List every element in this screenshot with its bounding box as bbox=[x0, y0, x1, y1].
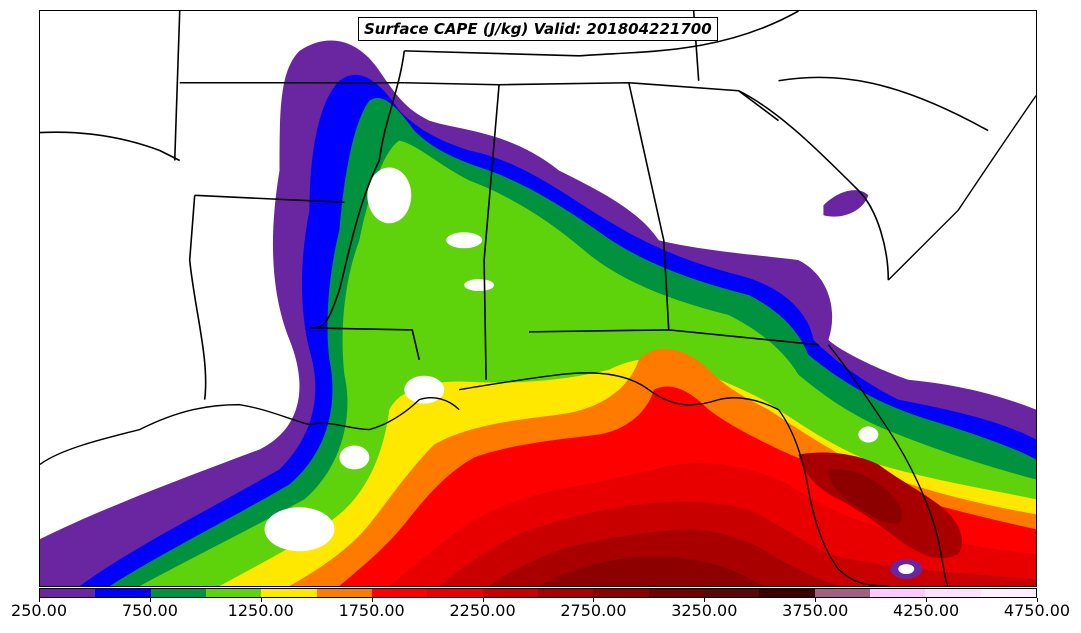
border-tx-ok bbox=[40, 131, 181, 162]
colorbar-tick bbox=[593, 598, 595, 602]
colorbar-tick-label: 2250.00 bbox=[449, 601, 516, 620]
coast-la bbox=[309, 397, 460, 431]
colorbar-segment bbox=[95, 589, 151, 597]
colorbar-tick bbox=[149, 598, 151, 602]
coast-tx bbox=[40, 403, 310, 465]
colorbar-segment bbox=[925, 589, 981, 597]
border-la-ms bbox=[309, 327, 421, 360]
colorbar-segment bbox=[537, 589, 594, 597]
colorbar-segment bbox=[261, 589, 317, 597]
colorbar-labels: 250.00 750.00 1250.00 1750.00 2250.00 2750.00… bbox=[0, 598, 1081, 624]
low-cape-lake-hole bbox=[404, 375, 445, 404]
colorbar-segment bbox=[593, 589, 649, 597]
border-tx-la bbox=[188, 195, 207, 400]
low-cape-fl-hole bbox=[858, 426, 879, 443]
colorbar-segment bbox=[40, 589, 96, 597]
coastlines bbox=[40, 95, 1036, 586]
cape-contours bbox=[40, 40, 1036, 586]
colorbar-segment bbox=[482, 589, 538, 597]
contour-ga-patch bbox=[823, 190, 869, 217]
colorbar-tick bbox=[371, 598, 373, 602]
colorbar-segment bbox=[427, 589, 483, 597]
colorbar-tick bbox=[39, 598, 40, 602]
colorbar-segment bbox=[980, 589, 1036, 597]
colorbar-tick-label: 750.00 bbox=[121, 601, 178, 620]
state-boundaries bbox=[40, 11, 989, 400]
colorbar-segment bbox=[814, 589, 870, 597]
colorbar-tick-label: 2750.00 bbox=[560, 601, 627, 620]
colorbar-tick bbox=[926, 598, 928, 602]
map-panel: Surface CAPE (J/kg) Valid: 201804221700 bbox=[39, 10, 1037, 587]
colorbar-tick-label: 3750.00 bbox=[782, 601, 849, 620]
low-cape-al-hole bbox=[464, 279, 495, 292]
map-title: Surface CAPE (J/kg) Valid: 201804221700 bbox=[358, 17, 718, 41]
colorbar-tick bbox=[815, 598, 817, 602]
colorbar-tick-label: 1750.00 bbox=[338, 601, 405, 620]
colorbar-tick bbox=[260, 598, 262, 602]
colorbar-tick bbox=[1037, 598, 1038, 602]
colorbar-segment bbox=[648, 589, 704, 597]
colorbar-segment bbox=[703, 589, 760, 597]
coast-ms-al-fl bbox=[459, 372, 779, 411]
colorbar-segment bbox=[759, 589, 815, 597]
colorbar-segment bbox=[371, 589, 428, 597]
colorbar-tick-label: 3250.00 bbox=[671, 601, 738, 620]
border-ga-sc bbox=[738, 90, 890, 281]
contour-fl-south-cell-inner bbox=[898, 564, 915, 575]
colorbar-segment bbox=[869, 589, 926, 597]
low-cape-gulf-hole bbox=[264, 507, 335, 552]
colorbar-tick-label: 250.00 bbox=[11, 601, 67, 620]
border-al-ga bbox=[628, 82, 670, 330]
contour-2750 bbox=[538, 556, 764, 586]
colorbar-tick-label: 1250.00 bbox=[227, 601, 294, 620]
contour-florida-core bbox=[828, 469, 903, 525]
border-tn-ms-al bbox=[404, 81, 779, 122]
coast-fl-east bbox=[827, 344, 949, 586]
coast-fl-west bbox=[777, 409, 889, 586]
colorbar-segment bbox=[150, 589, 206, 597]
colorbar bbox=[39, 588, 1037, 598]
colorbar-tick bbox=[704, 598, 706, 602]
colorbar-segment bbox=[316, 589, 372, 597]
cape-field-map bbox=[40, 11, 1036, 586]
border-sc-nc bbox=[778, 76, 989, 132]
low-cape-bay-hole bbox=[339, 445, 370, 470]
colorbar-segment bbox=[205, 589, 262, 597]
border-ok-ar bbox=[173, 11, 181, 161]
border-ms-river bbox=[309, 50, 406, 329]
border-tn-north bbox=[404, 11, 799, 57]
border-al-fl bbox=[529, 329, 819, 346]
border-ar-la bbox=[194, 194, 345, 204]
low-cape-ms-hole bbox=[446, 232, 483, 249]
low-cape-ar-hole bbox=[367, 167, 412, 224]
border-ms-al bbox=[483, 84, 500, 380]
colorbar-tick-label: 4750.00 bbox=[1003, 601, 1071, 620]
coast-ga-sc bbox=[887, 95, 1036, 281]
colorbar-tick-label: 4250.00 bbox=[893, 601, 960, 620]
colorbar-tick bbox=[482, 598, 484, 602]
